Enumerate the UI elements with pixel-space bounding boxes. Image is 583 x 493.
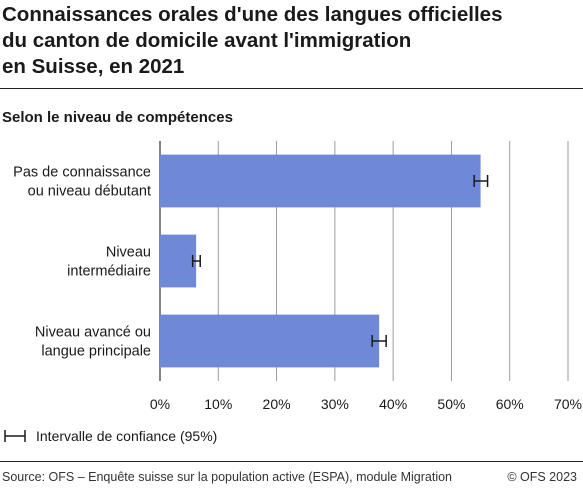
x-tick-label: 70% — [554, 396, 582, 412]
category-label: ou niveau débutant — [28, 184, 151, 200]
bar — [160, 154, 481, 208]
error-bar-icon — [4, 430, 26, 442]
copyright: © OFS 2023 — [507, 470, 577, 484]
error-bars — [191, 175, 489, 347]
category-label: Niveau — [106, 245, 151, 261]
chart-subtitle: Selon le niveau de compétences — [2, 109, 233, 126]
title-divider — [0, 88, 583, 89]
bar — [160, 314, 380, 368]
title-line-2: du canton de domicile avant l'immigratio… — [2, 29, 412, 52]
category-label: intermédiaire — [67, 264, 151, 280]
legend: Intervalle de confiance (95%) — [2, 428, 217, 444]
x-tick-label: 0% — [150, 396, 170, 412]
category-label: Pas de connaissance — [13, 165, 151, 181]
category-label: Niveau avancé ou — [35, 325, 151, 341]
footer-divider — [0, 461, 583, 462]
category-label: langue principale — [41, 344, 151, 360]
x-tick-label: 60% — [496, 396, 524, 412]
x-tick-labels: 0% 10% 20% 30% 40% 50% 60% 70% — [150, 396, 582, 412]
legend-ci-label: Intervalle de confiance (95%) — [36, 428, 218, 444]
source-note: Source: OFS – Enquête suisse sur la popu… — [2, 470, 452, 484]
chart-title: Connaissances orales d'une des langues o… — [2, 2, 582, 80]
x-tick-label: 50% — [437, 396, 465, 412]
x-tick-label: 10% — [204, 396, 232, 412]
x-tick-label: 30% — [321, 396, 349, 412]
category-labels: Pas de connaissance ou niveau débutant Niv… — [13, 165, 151, 360]
bars — [160, 154, 481, 368]
x-tick-label: 20% — [263, 396, 291, 412]
bar — [160, 234, 197, 288]
bar-chart: Pas de connaissance ou niveau débutant Niv… — [13, 141, 582, 412]
title-line-3: en Suisse, en 2021 — [2, 55, 185, 78]
title-line-1: Connaissances orales d'une des langues o… — [2, 3, 503, 26]
x-tick-label: 40% — [379, 396, 407, 412]
